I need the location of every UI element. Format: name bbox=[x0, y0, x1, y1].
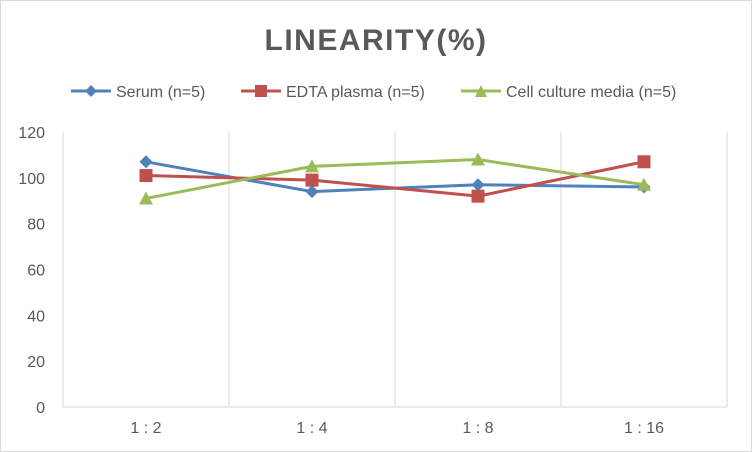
legend: Serum (n=5) EDTA plasma (n=5) Cell cultu… bbox=[71, 84, 676, 101]
x-tick-label: 1 : 4 bbox=[296, 420, 327, 437]
x-tick-label: 1 : 8 bbox=[462, 420, 493, 437]
data-point-cell-culture-media bbox=[637, 177, 651, 191]
data-point-cell-culture-media bbox=[471, 152, 485, 166]
legend-item-serum: Serum (n=5) bbox=[71, 84, 205, 101]
y-tick-label: 40 bbox=[27, 308, 45, 325]
data-point-serum bbox=[471, 178, 485, 192]
legend-item-edta-plasma: EDTA plasma (n=5) bbox=[241, 84, 425, 101]
legend-item-cell-culture-media: Cell culture media (n=5) bbox=[461, 84, 676, 101]
data-point-edta-plasma bbox=[305, 173, 319, 187]
legend-label-cell-culture-media: Cell culture media (n=5) bbox=[506, 84, 676, 101]
data-point-edta-plasma bbox=[637, 155, 651, 169]
y-tick-label: 0 bbox=[36, 400, 45, 417]
series-line-edta-plasma bbox=[145, 160, 645, 198]
data-point-serum bbox=[139, 155, 153, 169]
y-tick-label: 60 bbox=[27, 263, 45, 280]
plot-area: 0 20 40 60 80 100 120 1 : 2 1 : 4 1 : 8 1 : 16 bbox=[18, 125, 728, 437]
y-tick-label: 120 bbox=[18, 125, 45, 142]
data-point-cell-culture-media bbox=[305, 159, 319, 173]
chart-title: LINEARITY(%) bbox=[265, 24, 488, 57]
data-point-cell-culture-media bbox=[139, 191, 153, 205]
legend-label-serum: Serum (n=5) bbox=[116, 84, 205, 101]
legend-marker-edta-plasma bbox=[255, 85, 267, 97]
series-line-cell-culture-media bbox=[145, 158, 645, 200]
x-tick-label: 1 : 2 bbox=[130, 420, 161, 437]
y-tick-label: 20 bbox=[27, 354, 45, 371]
data-point-edta-plasma bbox=[139, 169, 153, 183]
legend-marker-serum bbox=[85, 85, 97, 97]
x-tick-label: 1 : 16 bbox=[624, 420, 664, 437]
y-tick-label: 80 bbox=[27, 217, 45, 234]
legend-marker-cell-culture-media bbox=[475, 85, 487, 97]
y-tick-label: 100 bbox=[18, 171, 45, 188]
legend-label-edta-plasma: EDTA plasma (n=5) bbox=[286, 84, 425, 101]
data-point-edta-plasma bbox=[471, 189, 485, 203]
data-point-serum bbox=[305, 185, 319, 199]
